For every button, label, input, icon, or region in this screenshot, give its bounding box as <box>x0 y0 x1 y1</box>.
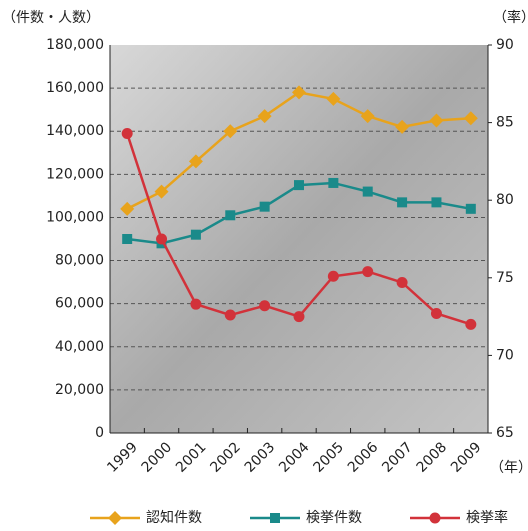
x-tick-label: 2008 <box>414 439 451 476</box>
point <box>430 513 441 524</box>
y2-axis-title: （率） <box>493 9 528 26</box>
point <box>122 128 133 139</box>
x-tick-label: 2004 <box>276 439 313 476</box>
legend-label: 検挙件数 <box>306 510 362 526</box>
y-tick-label: 60,000 <box>55 296 104 312</box>
point <box>191 230 201 240</box>
x-tick-label: 2002 <box>207 439 244 476</box>
point <box>466 204 476 214</box>
point <box>108 511 122 525</box>
point <box>225 310 236 321</box>
x-tick-label: 2009 <box>448 439 485 476</box>
point <box>362 266 373 277</box>
point <box>294 180 304 190</box>
y2-tick-label: 70 <box>496 347 514 363</box>
point <box>328 271 339 282</box>
y-tick-label: 0 <box>95 425 104 441</box>
x-axis-title: （年） <box>490 460 528 476</box>
x-tick-label: 2000 <box>139 439 176 476</box>
y2-tick-label: 75 <box>496 270 514 286</box>
point <box>270 513 280 523</box>
y-tick-label: 20,000 <box>55 382 104 398</box>
y2-tick-label: 85 <box>496 115 514 131</box>
point <box>122 234 132 244</box>
y-tick-label: 120,000 <box>46 166 104 182</box>
y-tick-label: 80,000 <box>55 253 104 269</box>
point <box>431 197 441 207</box>
point <box>260 202 270 212</box>
y-axis-title: （件数・人数） <box>2 10 100 26</box>
x-tick-label: 2005 <box>311 439 348 476</box>
point <box>294 311 305 322</box>
y2-tick-label: 90 <box>496 37 514 53</box>
x-tick-label: 2003 <box>242 439 279 476</box>
point <box>156 234 167 245</box>
point <box>190 299 201 310</box>
y-tick-label: 100,000 <box>46 209 104 225</box>
point <box>465 319 476 330</box>
point <box>259 300 270 311</box>
y-tick-label: 160,000 <box>46 80 104 96</box>
y2-tick-label: 80 <box>496 192 514 208</box>
y-tick-label: 140,000 <box>46 123 104 139</box>
point <box>397 277 408 288</box>
y-tick-label: 40,000 <box>55 339 104 355</box>
point <box>397 197 407 207</box>
legend-label: 認知件数 <box>146 509 202 526</box>
y2-tick-label: 65 <box>496 425 514 441</box>
x-tick-label: 2001 <box>173 439 210 476</box>
point <box>225 210 235 220</box>
legend-label: 検挙率 <box>466 509 508 526</box>
y-tick-label: 180,000 <box>46 37 104 53</box>
point <box>328 178 338 188</box>
point <box>431 308 442 319</box>
x-tick-label: 1999 <box>104 439 141 476</box>
x-tick-label: 2007 <box>379 439 416 476</box>
point <box>363 187 373 197</box>
chart: （件数・人数） （率） （年） 0 20,000 40,000 60,000 80,00… <box>0 0 528 531</box>
x-tick-label: 2006 <box>345 439 382 476</box>
